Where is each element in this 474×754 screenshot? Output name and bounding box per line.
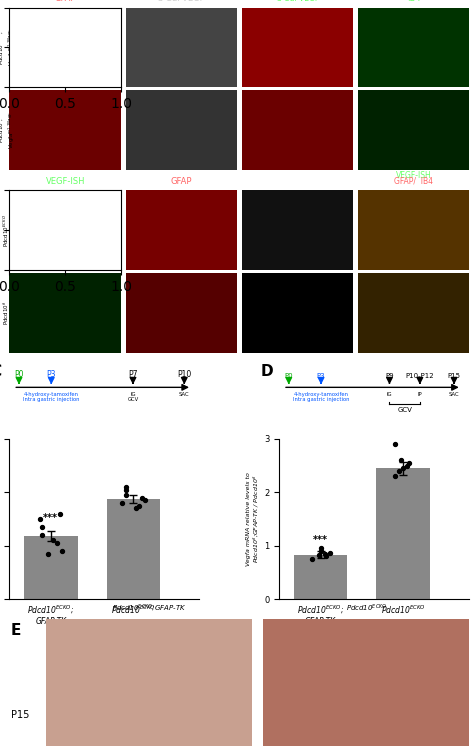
Text: GCV: GCV	[397, 407, 412, 413]
Text: P7: P7	[128, 369, 138, 379]
Point	[321, 547, 329, 559]
Point	[56, 507, 64, 520]
Y-axis label: Pdcd10$^{ECKO}$;
Vegfa$^{m1.1Nagy}$: Pdcd10$^{ECKO}$; Vegfa$^{m1.1Nagy}$	[0, 29, 17, 66]
Point	[397, 454, 405, 466]
Text: b-Gal-VEGF: b-Gal-VEGF	[276, 0, 319, 3]
Text: SAC: SAC	[179, 391, 190, 397]
Text: E: E	[11, 623, 21, 638]
Text: P0: P0	[14, 369, 24, 379]
Text: D: D	[260, 364, 273, 379]
Text: 4-hydroxy-tamoxifen
Intra gastric injection: 4-hydroxy-tamoxifen Intra gastric inject…	[293, 391, 349, 403]
Point	[391, 438, 398, 450]
Text: P3: P3	[317, 372, 325, 379]
Y-axis label: Pdcd10$^{fl}$;
Vegfa$^{m1.1Nagy}$: Pdcd10$^{fl}$; Vegfa$^{m1.1Nagy}$	[0, 111, 17, 149]
Text: P10-P12: P10-P12	[406, 372, 434, 379]
Point	[44, 547, 52, 559]
Bar	[294, 555, 347, 599]
Text: IB4: IB4	[291, 176, 304, 185]
Text: P0: P0	[284, 372, 293, 379]
Point	[36, 513, 44, 525]
Text: IP: IP	[418, 391, 422, 397]
Text: VEGF-ISH: VEGF-ISH	[46, 176, 85, 185]
Text: 4-hydroxy-tamoxifen
Intra gastric injection: 4-hydroxy-tamoxifen Intra gastric inject…	[23, 391, 80, 403]
Point	[395, 465, 402, 477]
Text: VEGF-ISH: VEGF-ISH	[396, 171, 431, 180]
Point	[322, 550, 330, 562]
Text: Pdcd10$^{ECKO}$;GFAP-TK: Pdcd10$^{ECKO}$;GFAP-TK	[111, 603, 186, 615]
Point	[403, 460, 410, 472]
Text: C: C	[0, 364, 1, 379]
Point	[316, 549, 323, 561]
Point	[58, 545, 66, 557]
Point	[326, 547, 334, 559]
Bar	[24, 536, 78, 599]
Point	[400, 462, 407, 474]
Bar	[107, 499, 160, 599]
Point	[138, 492, 146, 504]
Text: IG
GCV: IG GCV	[128, 391, 138, 403]
Text: P9: P9	[385, 372, 394, 379]
Text: IB4: IB4	[407, 0, 420, 3]
Y-axis label: Pdcd10$^{fl}$: Pdcd10$^{fl}$	[2, 301, 11, 325]
Point	[122, 481, 129, 493]
Point	[118, 497, 125, 509]
Text: P15: P15	[11, 710, 29, 719]
Point	[38, 529, 46, 541]
Point	[122, 483, 129, 495]
Point	[53, 537, 60, 549]
Point	[309, 553, 316, 565]
Point	[122, 489, 130, 501]
Text: Pdcd10$^{ECKO}$: Pdcd10$^{ECKO}$	[346, 603, 387, 615]
Point	[318, 545, 325, 557]
Point	[391, 470, 399, 483]
Point	[141, 495, 149, 507]
Text: P10: P10	[177, 369, 191, 379]
Point	[405, 457, 413, 469]
Text: ***: ***	[313, 535, 328, 544]
Text: b-Gal-VEGF: b-Gal-VEGF	[157, 0, 205, 3]
Y-axis label: Pdcd10$^{ECKO}$: Pdcd10$^{ECKO}$	[2, 213, 11, 247]
Text: IG: IG	[387, 391, 392, 397]
Bar	[376, 468, 430, 599]
Text: SAC: SAC	[449, 391, 459, 397]
Point	[135, 500, 142, 512]
Text: P3: P3	[46, 369, 56, 379]
Text: GFAP/  IB4: GFAP/ IB4	[394, 176, 433, 185]
Point	[38, 521, 46, 533]
Text: GFAP: GFAP	[171, 176, 192, 185]
Text: GFAP: GFAP	[55, 0, 76, 3]
Point	[132, 502, 140, 514]
Text: P15: P15	[447, 372, 461, 379]
Point	[317, 542, 324, 554]
Text: ***: ***	[43, 513, 58, 523]
Point	[49, 535, 57, 547]
Y-axis label: Vegfa mRNA relative levels to
Pdcd10$^{fl}$;GFAP-TK / Pdcd10$^{fl}$: Vegfa mRNA relative levels to Pdcd10$^{f…	[246, 472, 261, 566]
